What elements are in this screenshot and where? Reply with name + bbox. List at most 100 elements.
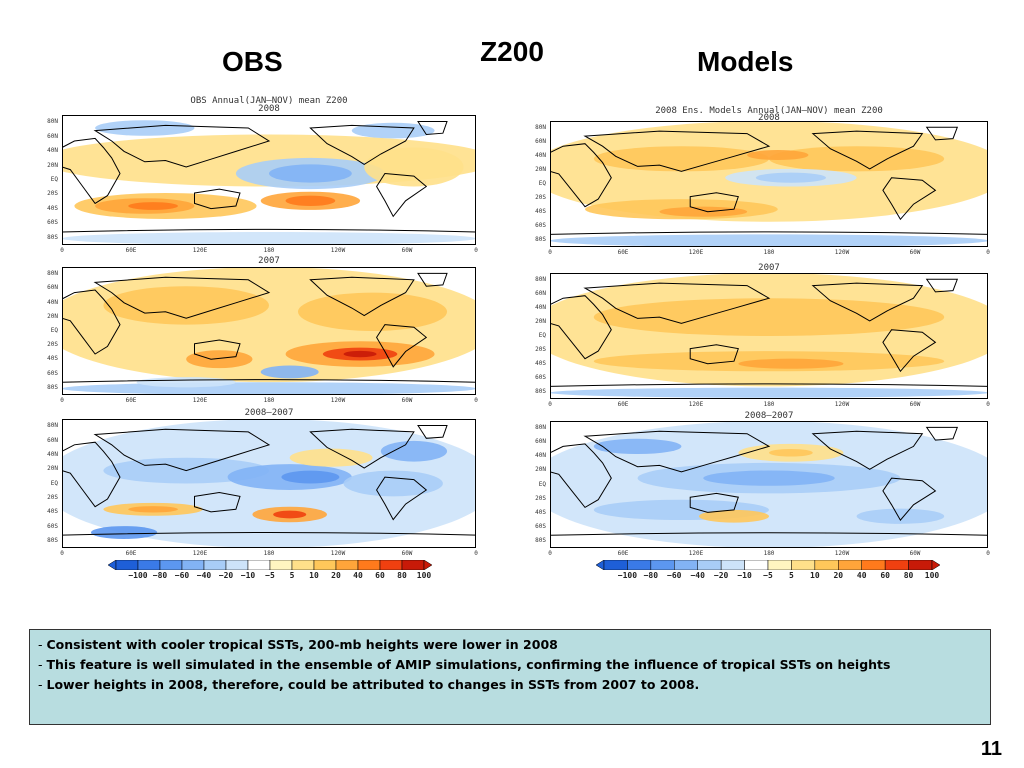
lat-tick-label: 80N — [535, 124, 546, 131]
lon-tick-label: 120E — [192, 550, 208, 557]
lat-tick-label: 60N — [47, 436, 58, 444]
lat-tick-label: 60S — [47, 522, 58, 530]
lat-tick-label: 60S — [47, 369, 58, 377]
lon-tick-label: 120E — [192, 397, 208, 404]
lat-tick-label: 80S — [535, 536, 546, 544]
colorbar-tick-label: −10 — [737, 571, 752, 580]
lon-tick-label: 0 — [60, 247, 64, 254]
lon-tick-label: 0 — [60, 550, 64, 557]
lon-tick-label: 60W — [909, 249, 921, 256]
models-colorbar — [596, 560, 940, 570]
colorbar-tick-label: −80 — [152, 571, 168, 580]
colorbar-tick-label: 40 — [856, 571, 867, 580]
colorbar-tick-label: 5 — [289, 571, 295, 580]
note-item: - This feature is well simulated in the … — [38, 657, 891, 672]
lat-tick-label: 40S — [47, 204, 58, 212]
colorbar-tick-label: 60 — [375, 571, 385, 580]
lat-tick-label: 40N — [535, 304, 546, 311]
colorbar-tick-label: −40 — [690, 571, 705, 580]
lat-tick-label: 40S — [47, 355, 58, 363]
lat-tick-label: 20N — [47, 312, 58, 320]
page-number: 11 — [980, 738, 1002, 760]
obs-map-diff — [62, 419, 476, 548]
lon-tick-label: 0 — [474, 550, 478, 557]
lat-tick-label: 40N — [47, 450, 58, 458]
lat-tick-label: 20S — [47, 190, 58, 198]
lon-tick-label: 0 — [986, 249, 990, 256]
lon-tick-label: 120E — [688, 550, 704, 557]
lon-tick-label: 0 — [474, 247, 478, 254]
lat-tick-label: 20N — [535, 466, 546, 474]
colorbar-tick-label: 60 — [880, 571, 890, 580]
colorbar-tick-label: 100 — [416, 571, 432, 580]
colorbar-tick-label: 20 — [833, 571, 844, 580]
lat-tick-label: 80N — [47, 422, 58, 430]
lon-tick-label: 60E — [125, 397, 137, 404]
lon-tick-label: 180 — [763, 401, 775, 408]
lon-tick-label: 120W — [834, 401, 850, 408]
colorbar-tick-label: 80 — [903, 571, 914, 580]
lat-tick-label: 80S — [47, 383, 58, 391]
slide-title: Z200 — [480, 36, 544, 67]
colorbar-tick-label: −80 — [643, 571, 659, 580]
models-main-title: 2008 Ens. Models Annual(JAN–NOV) mean Z2… — [655, 106, 883, 116]
lat-tick-label: 60N — [535, 438, 546, 446]
lon-tick-label: 180 — [263, 247, 275, 254]
lon-tick-label: 60E — [617, 550, 629, 557]
lon-tick-label: 60W — [909, 401, 921, 408]
obs-heading: OBS — [222, 46, 283, 77]
lat-tick-label: 60S — [535, 222, 546, 229]
models-map-2008 — [550, 121, 988, 247]
lat-tick-label: 20S — [535, 346, 546, 353]
notes-box: - Consistent with cooler tropical SSTs, … — [29, 629, 991, 725]
lat-tick-label: 80N — [535, 276, 546, 283]
colorbar-tick-label: −10 — [240, 571, 256, 580]
colorbar-tick-label: −100 — [617, 571, 638, 580]
colorbar-tick-label: −5 — [265, 571, 275, 580]
obs-map-2007 — [62, 267, 476, 395]
lat-tick-label: 20N — [535, 166, 546, 173]
lon-tick-label: 0 — [474, 397, 478, 404]
colorbar-tick-label: 10 — [309, 571, 319, 580]
lat-tick-label: EQ — [50, 479, 58, 487]
lat-tick-label: 20N — [47, 161, 58, 169]
lat-tick-label: 20S — [47, 493, 58, 501]
lat-tick-label: 60N — [535, 290, 546, 297]
lon-tick-label: 120W — [330, 247, 346, 254]
colorbar-tick-label: 5 — [789, 571, 794, 580]
note-item: - Lower heights in 2008, therefore, coul… — [38, 677, 700, 692]
lat-tick-label: 60S — [47, 219, 58, 227]
lon-tick-label: 60E — [125, 247, 137, 254]
lat-tick-label: 60N — [47, 284, 58, 292]
colorbar-tick-label: −40 — [196, 571, 212, 580]
lon-tick-label: 180 — [263, 397, 275, 404]
lon-tick-label: 120W — [330, 550, 346, 557]
obs-colorbar — [108, 560, 432, 570]
models-panel-2007-caption: 2007 — [758, 263, 780, 273]
lon-tick-label: 180 — [763, 550, 775, 557]
colorbar-tick-label: −60 — [174, 571, 190, 580]
obs-panel-2008-caption: 2008 — [258, 104, 280, 114]
lon-tick-label: 180 — [763, 249, 775, 256]
lon-tick-label: 120W — [834, 550, 850, 557]
obs-map-2008 — [62, 115, 476, 245]
lon-tick-label: 0 — [548, 550, 552, 557]
lat-tick-label: 80N — [47, 270, 58, 278]
lat-tick-label: EQ — [538, 332, 546, 339]
colorbar-tick-label: −60 — [667, 571, 682, 580]
lat-tick-label: 20S — [47, 341, 58, 349]
colorbar-tick-label: 20 — [331, 571, 341, 580]
lat-tick-label: 40S — [535, 208, 546, 215]
models-panel-diff-caption: 2008–2007 — [744, 411, 794, 421]
lat-tick-label: 60N — [535, 138, 546, 145]
lat-tick-label: 40N — [47, 298, 58, 306]
lon-tick-label: 60W — [401, 550, 413, 557]
lon-tick-label: 60E — [617, 401, 629, 408]
lat-tick-label: 20N — [535, 318, 546, 325]
lon-tick-label: 0 — [548, 249, 552, 256]
lon-tick-label: 0 — [548, 401, 552, 408]
lon-tick-label: 60E — [125, 550, 137, 557]
colorbar-tick-label: 100 — [924, 571, 940, 580]
lat-tick-label: 80S — [47, 233, 58, 241]
lon-tick-label: 0 — [986, 550, 990, 557]
